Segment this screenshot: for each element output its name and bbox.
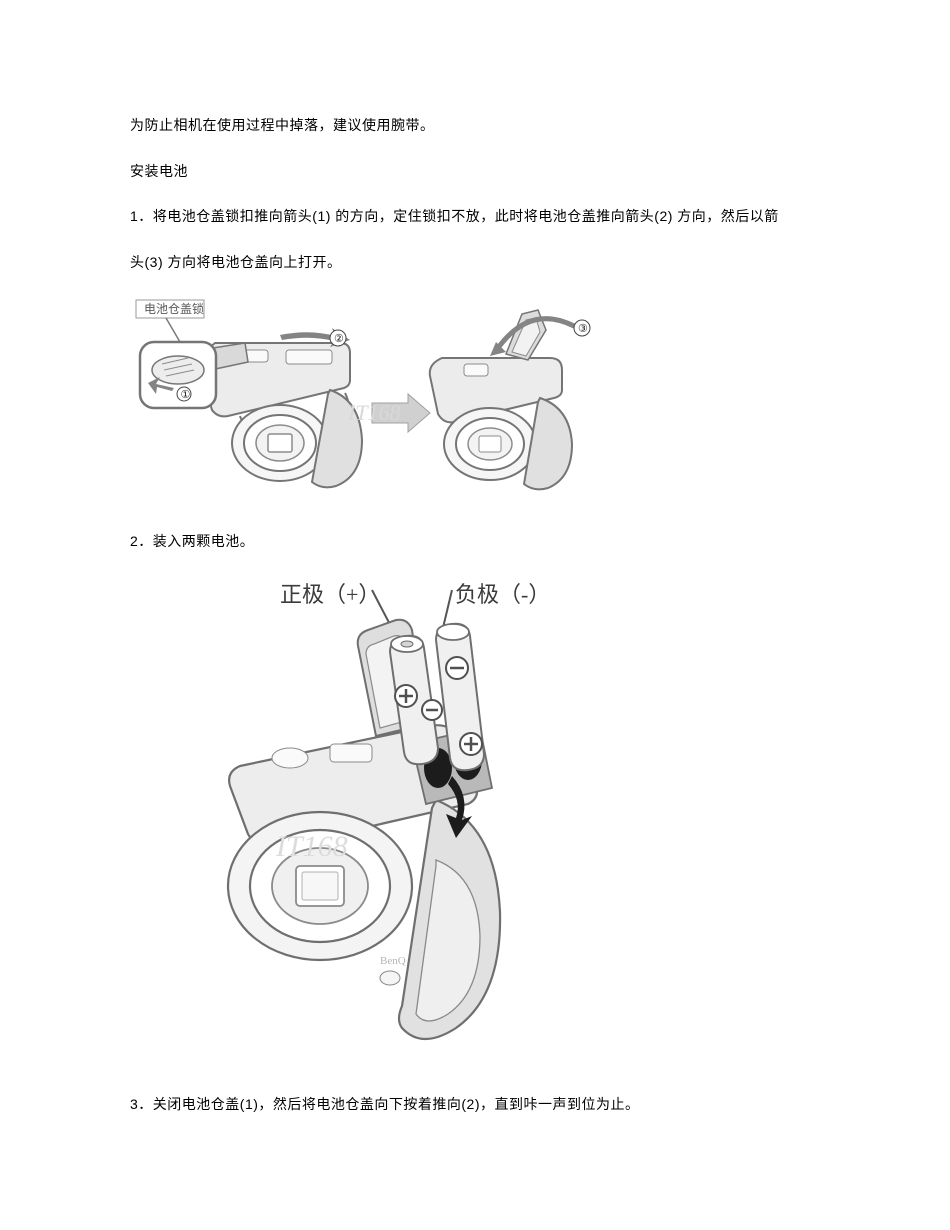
step-1-line-2: 头(3) 方向将电池仓盖向上打开。 — [130, 252, 820, 274]
figure-open-battery-cover: 电池仓盖锁 — [130, 298, 820, 503]
step-marker-1-icon: ① — [181, 389, 191, 401]
camera-right — [430, 310, 572, 489]
intro-paragraph: 为防止相机在使用过程中掉落，建议使用腕带。 — [130, 115, 820, 137]
step-1-line-1: 1．将电池仓盖锁扣推向箭头(1) 的方向，定住锁扣不放，此时将电池仓盖推向箭头(… — [130, 206, 820, 228]
positive-label: 正极（+） — [280, 582, 380, 607]
section-title: 安装电池 — [130, 161, 820, 183]
figure-insert-batteries: 正极（+） 负极（-） — [180, 576, 820, 1066]
step-3: 3．关闭电池仓盖(1)，然后将电池仓盖向下按着推向(2)，直到咔一声到位为止。 — [130, 1094, 820, 1116]
watermark: IT168 — [347, 400, 401, 425]
camera-left — [200, 343, 362, 487]
lock-label: 电池仓盖锁 — [144, 301, 204, 316]
svg-text:BenQ: BenQ — [380, 955, 406, 967]
step-marker-3-icon: ③ — [578, 323, 588, 335]
negative-label: 负极（-） — [455, 582, 550, 607]
watermark-2: IT168 — [275, 830, 348, 863]
manual-page: 为防止相机在使用过程中掉落，建议使用腕带。 安装电池 1．将电池仓盖锁扣推向箭头… — [0, 0, 950, 1200]
figure-2-svg: 正极（+） 负极（-） — [180, 576, 580, 1066]
figure-1-svg: 电池仓盖锁 — [130, 298, 598, 503]
lock-inset: ① — [140, 342, 216, 408]
step-2: 2．装入两颗电池。 — [130, 531, 820, 553]
step-marker-2-icon: ② — [334, 333, 344, 345]
